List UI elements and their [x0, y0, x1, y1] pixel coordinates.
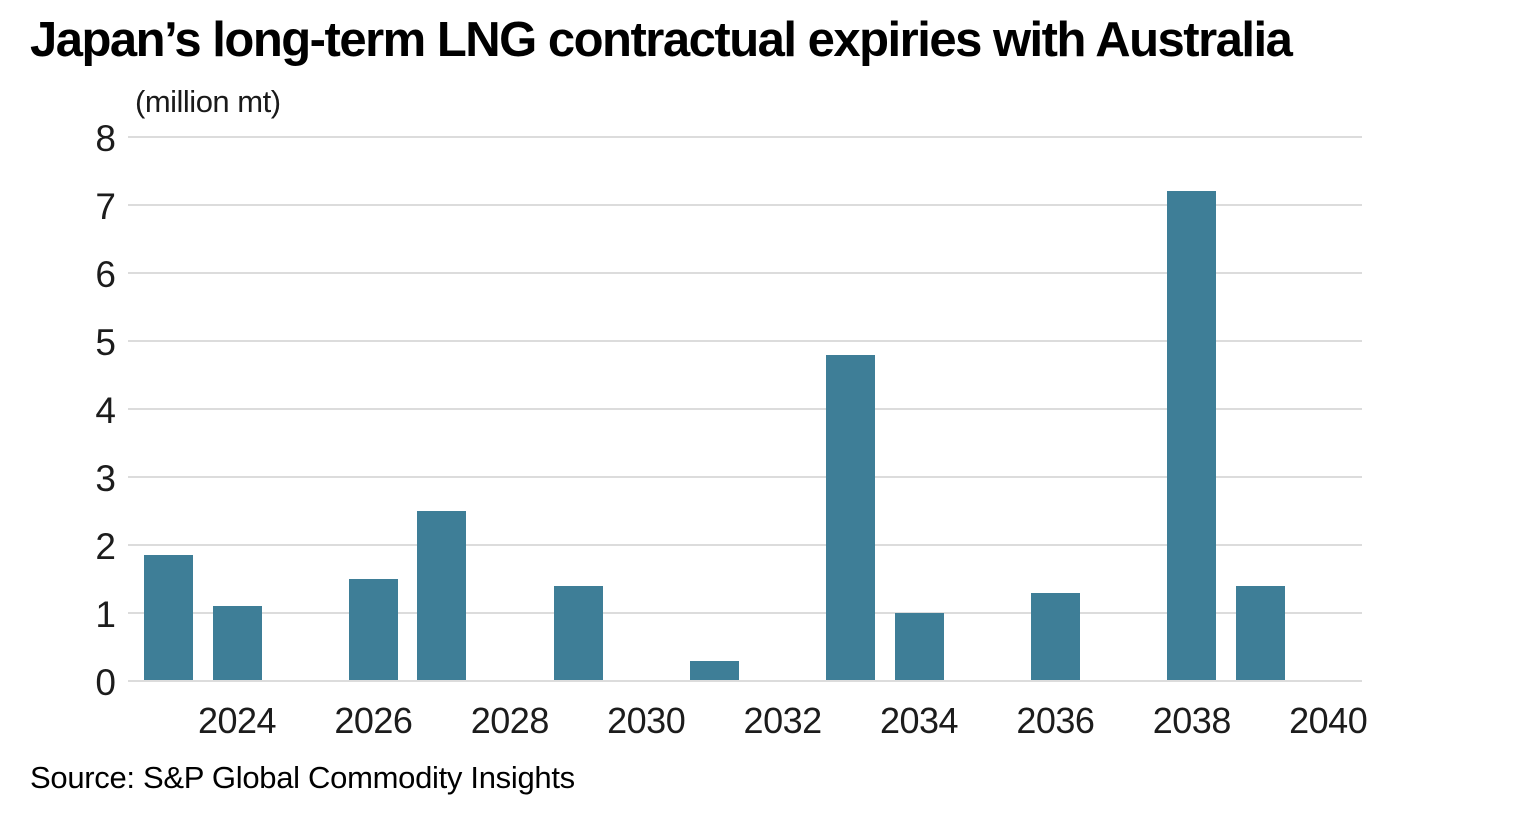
x-axis-tick-label-2030: 2030: [607, 700, 686, 741]
y-axis-tick-label-8: 8: [95, 118, 116, 159]
chart-title: Japan’s long-term LNG contractual expiri…: [30, 13, 1293, 67]
bar-2038: [1167, 191, 1217, 680]
bar-2031: [689, 660, 739, 680]
x-axis-tick-label-2026: 2026: [334, 700, 413, 741]
x-axis-tick-label-2040: 2040: [1289, 700, 1368, 741]
bar-2034: [894, 613, 944, 680]
x-axis-tick-label-2034: 2034: [879, 700, 959, 741]
y-axis-tick-label-7: 7: [95, 186, 116, 227]
y-axis-tick-label-3: 3: [95, 458, 116, 499]
bar-2036: [1030, 592, 1080, 680]
x-axis-tick-label-2028: 2028: [470, 700, 550, 741]
y-axis-tick-label-2: 2: [95, 526, 116, 567]
x-axis-tick-label-2032: 2032: [743, 700, 823, 741]
bar-2029: [553, 585, 603, 680]
y-axis-tick-label-0: 0: [95, 662, 116, 703]
y-gridline-2: [128, 544, 1362, 546]
y-gridline-8: [128, 136, 1362, 138]
x-axis-tick-label-2024: 2024: [197, 700, 277, 741]
bar-2039: [1235, 585, 1285, 680]
y-gridline-4: [128, 408, 1362, 410]
y-gridline-7: [128, 204, 1362, 206]
y-axis-tick-label-6: 6: [95, 254, 116, 295]
bar-2033: [826, 354, 876, 680]
bar-2026: [348, 579, 398, 680]
bar-2024: [212, 606, 262, 680]
bar-2027: [417, 511, 467, 680]
x-axis-tick-label-2036: 2036: [1016, 700, 1095, 741]
y-axis-unit-label: (million mt): [135, 84, 281, 119]
y-axis-tick-label-4: 4: [95, 390, 116, 431]
source-attribution: Source: S&P Global Commodity Insights: [30, 760, 575, 795]
y-axis-tick-label-5: 5: [95, 322, 116, 363]
x-axis-tick-label-2038: 2038: [1152, 700, 1232, 741]
y-gridline-3: [128, 476, 1362, 478]
y-axis-tick-label-1: 1: [95, 594, 116, 635]
y-gridline-1: [128, 612, 1362, 614]
y-gridline-5: [128, 340, 1362, 342]
bar-2023: [144, 555, 194, 680]
y-gridline-6: [128, 272, 1362, 274]
y-gridline-0: [128, 680, 1362, 682]
